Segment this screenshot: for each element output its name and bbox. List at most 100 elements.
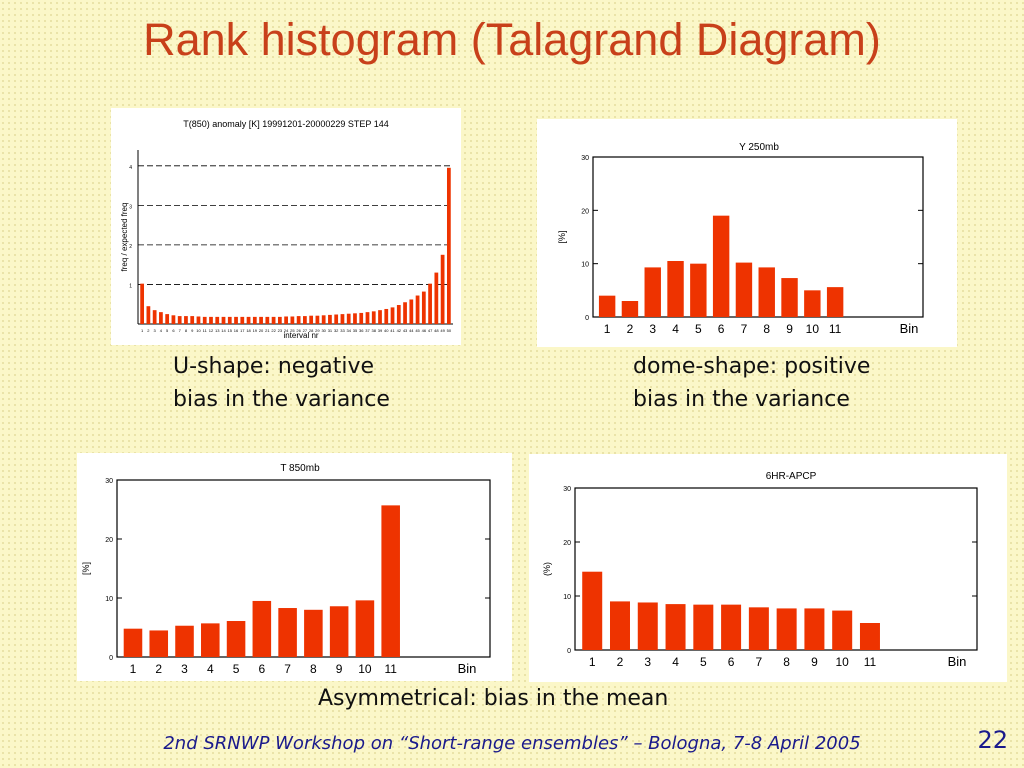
bar — [748, 607, 769, 650]
bar — [290, 316, 295, 324]
bar — [355, 600, 375, 657]
x-tick-label: 5 — [166, 328, 169, 333]
x-tick-label: 37 — [365, 328, 370, 333]
y-tick-label: 3 — [129, 204, 132, 210]
bar — [296, 316, 301, 324]
x-tick-label: 14 — [221, 328, 226, 333]
x-tick-label: 7 — [741, 322, 748, 336]
x-tick-label: 3 — [154, 328, 157, 333]
y-tick-label: 1 — [129, 283, 132, 289]
x-tick-label: 28 — [309, 328, 314, 333]
x-tick-label: 5 — [700, 655, 707, 669]
bar — [582, 571, 603, 650]
bar — [184, 316, 188, 324]
y-tick-label: 30 — [105, 478, 113, 485]
bar — [140, 283, 145, 324]
bar — [712, 215, 730, 317]
bar — [758, 267, 775, 317]
bar — [334, 314, 339, 324]
x-tick-label: 21 — [265, 328, 270, 333]
x-tick-label: 6 — [258, 662, 265, 676]
x-tick-label: 6 — [728, 655, 735, 669]
u-shape-histogram: T(850) anomaly [K] 19991201-20000229 STE… — [120, 119, 453, 340]
bar — [252, 600, 272, 657]
bar — [384, 308, 389, 324]
apcp-histogram: 6HR-APCP 0 10 20 30 (%) 1 2 3 4 5 6 7 8 9 10 11 Bin — [542, 471, 978, 669]
x-tick-label: 19 — [253, 328, 258, 333]
plot-frame — [574, 487, 978, 651]
t850-histogram: T 850mb 0 10 20 30 [%] 1 2 3 4 5 6 7 8 9 10 11 Bin — [81, 463, 491, 676]
bar — [403, 302, 407, 324]
x-tick-label: 7 — [756, 655, 763, 669]
bar — [265, 316, 270, 324]
chart-panel-t850: T 850mb 0 10 20 30 [%] 1 2 3 4 5 6 7 8 9 10 11 Bin — [77, 453, 512, 681]
bar — [804, 290, 821, 317]
x-tick-label: 31 — [328, 328, 333, 333]
bar — [304, 609, 323, 657]
x-tick-label: 7 — [179, 328, 182, 333]
x-tick-label: 43 — [403, 328, 408, 333]
chart-panel-apcp: 6HR-APCP 0 10 20 30 (%) 1 2 3 4 5 6 7 8 9 10 11 Bin — [529, 454, 1007, 682]
y-axis-label: freq / expected freq — [120, 203, 129, 272]
x-tick-label: 9 — [811, 655, 818, 669]
bar — [359, 312, 364, 324]
plot-frame — [116, 479, 491, 658]
x-tick-label: 36 — [359, 328, 364, 333]
x-tick-label: 3 — [181, 662, 188, 676]
y-tick-label: 0 — [585, 315, 589, 322]
x-tick-label: 49 — [440, 328, 445, 333]
x-tick-label: 41 — [390, 328, 395, 333]
x-tick-label: 4 — [672, 655, 679, 669]
bar — [378, 310, 382, 324]
bar — [621, 301, 639, 317]
bar — [240, 316, 245, 324]
bar — [440, 254, 445, 324]
x-tick-label: 22 — [271, 328, 276, 333]
chart-panel-dome-shape: Y 250mb 0 10 20 30 [%] 1 2 3 4 5 6 7 8 9 10 11 Bin — [537, 119, 957, 347]
bar — [321, 315, 326, 324]
bar — [227, 316, 232, 324]
caption-u-shape-line1: U-shape: negative — [173, 354, 375, 379]
x-tick-label: 1 — [589, 655, 596, 669]
bar — [434, 272, 439, 324]
bar — [152, 310, 157, 324]
bar — [598, 295, 616, 317]
bar — [665, 604, 686, 650]
x-tick-label: 12 — [209, 328, 214, 333]
x-tick-label: 27 — [303, 328, 308, 333]
bar — [804, 608, 825, 650]
x-tick-label: 15 — [228, 328, 233, 333]
bar — [175, 625, 194, 657]
y-tick-label: 10 — [105, 596, 113, 603]
x-tick-label: 23 — [278, 328, 283, 333]
bar — [415, 295, 420, 324]
bar — [246, 316, 251, 324]
bar — [690, 263, 707, 317]
bar — [329, 606, 349, 657]
x-tick-label: 8 — [310, 662, 317, 676]
x-tick-label: 32 — [334, 328, 339, 333]
bar — [303, 316, 307, 324]
x-axis-label: Bin — [948, 654, 967, 669]
bar — [346, 313, 351, 324]
x-tick-label: 17 — [240, 328, 245, 333]
x-tick-label: 45 — [415, 328, 420, 333]
x-tick-label: 34 — [346, 328, 351, 333]
bar — [735, 262, 753, 317]
bar — [171, 315, 176, 324]
bar — [190, 316, 195, 324]
x-tick-label: 29 — [315, 328, 320, 333]
bar — [781, 278, 798, 317]
bar — [271, 316, 276, 324]
x-tick-label: 1 — [141, 328, 144, 333]
chart-title: T 850mb — [280, 463, 320, 474]
caption-u-shape-line2: bias in the variance — [173, 387, 390, 412]
x-axis-label: Bin — [900, 321, 919, 336]
x-tick-label: 1 — [130, 662, 137, 676]
bar — [209, 316, 213, 324]
bar — [177, 316, 182, 324]
x-tick-label: 20 — [259, 328, 264, 333]
bar — [721, 604, 742, 650]
bar — [340, 314, 345, 324]
x-tick-label: 39 — [378, 328, 383, 333]
